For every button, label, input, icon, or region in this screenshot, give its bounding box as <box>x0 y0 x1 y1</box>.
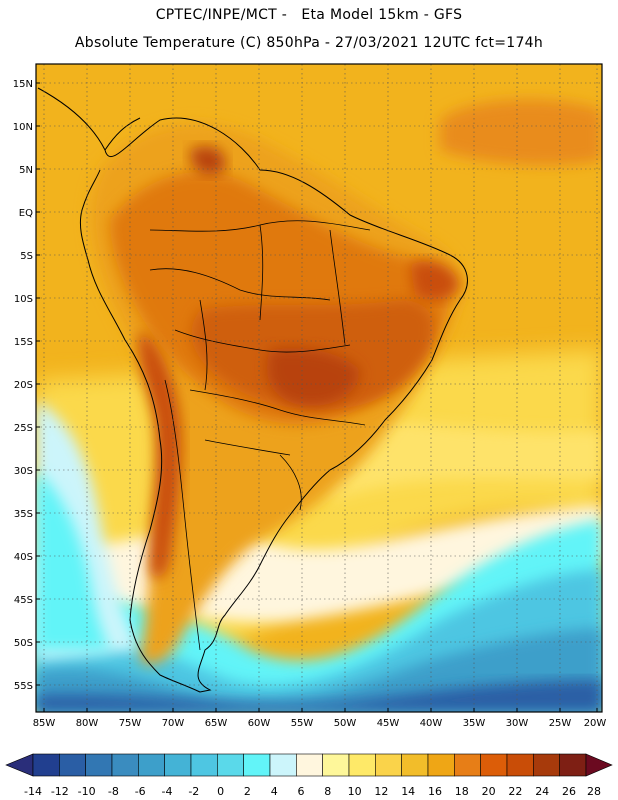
lon-label: 20W <box>584 718 607 729</box>
lat-label: 45S <box>14 595 33 606</box>
legend-label: 14 <box>401 785 415 798</box>
legend-color-box <box>85 753 113 777</box>
lat-label: 15N <box>13 79 33 90</box>
country-borders <box>149 220 371 651</box>
lat-label: 30S <box>14 466 33 477</box>
legend-label: -4 <box>162 785 173 798</box>
temperature-field <box>36 64 602 712</box>
legend-color-box <box>480 753 508 777</box>
lat-label: 50S <box>14 638 33 649</box>
legend-color-box <box>348 753 376 777</box>
lon-label: 65W <box>205 718 228 729</box>
legend-color-box <box>243 753 271 777</box>
lat-label: 10N <box>13 122 33 133</box>
legend-label: 6 <box>298 785 305 798</box>
legend-label: 12 <box>374 785 388 798</box>
legend-label: 26 <box>562 785 576 798</box>
lon-label: 80W <box>76 718 99 729</box>
lon-label: 35W <box>463 718 486 729</box>
legend-color-box <box>506 753 534 777</box>
coastline <box>37 87 468 693</box>
legend-label: 24 <box>535 785 549 798</box>
legend-color-box <box>296 753 323 777</box>
legend-color-box <box>269 753 297 777</box>
lon-label: 30W <box>506 718 529 729</box>
lat-label: 5S <box>20 251 33 262</box>
legend-color-box <box>164 753 192 777</box>
legend-color-box <box>427 753 455 777</box>
lat-label: 10S <box>14 294 33 305</box>
legend-label: -12 <box>51 785 69 798</box>
legend-color-box <box>401 753 429 777</box>
legend-color-box <box>111 753 139 777</box>
lon-label: 55W <box>291 718 314 729</box>
legend-label: -8 <box>108 785 119 798</box>
legend-color-box <box>32 753 60 777</box>
lat-label: EQ <box>19 208 33 219</box>
lon-label: 50W <box>334 718 357 729</box>
longitude-labels: 85W 80W 75W 70W 65W 60W 55W 50W 45W 40W … <box>33 718 607 729</box>
lon-label: 40W <box>420 718 443 729</box>
legend-label: -2 <box>188 785 199 798</box>
legend-label: 16 <box>428 785 442 798</box>
legend-label: -14 <box>24 785 42 798</box>
legend-label: 20 <box>482 785 496 798</box>
axis-ticks <box>36 82 598 712</box>
graticule <box>36 64 602 712</box>
legend-label: 10 <box>348 785 362 798</box>
lon-label: 60W <box>248 718 271 729</box>
legend-label: 2 <box>244 785 251 798</box>
latitude-labels: 15N 10N 5N EQ 5S 10S 15S 20S 25S 30S 35S… <box>13 79 33 692</box>
legend-labels: -14 -12 -10 -8 -6 -4 -2 0 2 4 6 8 10 12 … <box>24 785 601 798</box>
legend-color-box <box>454 753 481 777</box>
lat-label: 15S <box>14 337 33 348</box>
lat-label: 40S <box>14 552 33 563</box>
map-title-line-1: CPTEC/INPE/MCT - Eta Model 15km - GFS <box>155 7 463 23</box>
map-frame <box>35 63 603 713</box>
lat-label: 5N <box>19 165 33 176</box>
legend-label: 18 <box>455 785 469 798</box>
legend-label: 28 <box>587 785 601 798</box>
legend-color-box <box>375 753 402 777</box>
legend-color-box <box>217 753 244 777</box>
legend-color-box <box>559 753 587 777</box>
lon-label: 45W <box>377 718 400 729</box>
legend-label: -10 <box>78 785 96 798</box>
legend-color-boxes <box>32 753 587 777</box>
legend-label: 8 <box>324 785 331 798</box>
lon-label: 85W <box>33 718 56 729</box>
lat-label: 35S <box>14 509 33 520</box>
lon-label: 75W <box>119 718 142 729</box>
legend-label: 22 <box>508 785 522 798</box>
legend-label: 0 <box>217 785 224 798</box>
legend-label: 4 <box>271 785 278 798</box>
legend-label: -6 <box>135 785 146 798</box>
legend-color-box <box>533 753 560 777</box>
legend-color-box <box>190 753 218 777</box>
lat-label: 25S <box>14 423 33 434</box>
temperature-map: 15N 10N 5N EQ 5S 10S 15S 20S 25S 30S 35S… <box>13 63 607 729</box>
color-legend: -14 -12 -10 -8 -6 -4 -2 0 2 4 6 8 10 12 … <box>5 753 613 798</box>
lon-label: 25W <box>549 718 572 729</box>
legend-overflow-arrow <box>585 753 613 777</box>
legend-underflow-arrow <box>5 753 34 777</box>
map-title-line-2: Absolute Temperature (C) 850hPa - 27/03/… <box>74 35 544 51</box>
lat-label: 55S <box>14 681 33 692</box>
lat-label: 20S <box>14 380 33 391</box>
legend-color-box <box>59 753 86 777</box>
legend-color-box <box>322 753 350 777</box>
lon-label: 70W <box>162 718 185 729</box>
legend-color-box <box>138 753 165 777</box>
